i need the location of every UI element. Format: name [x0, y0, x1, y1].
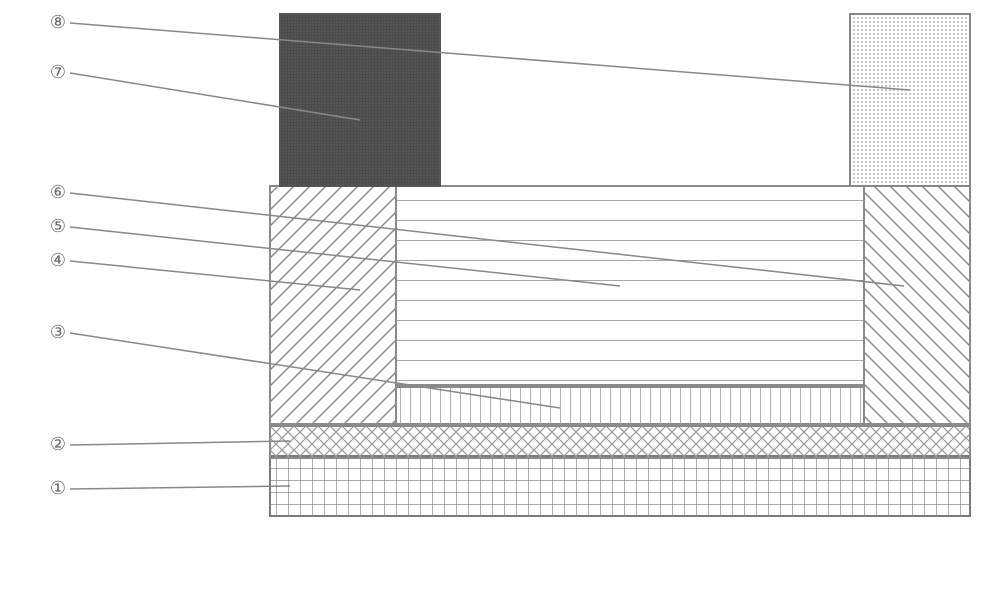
diagram-svg — [0, 0, 1000, 602]
callout-label-8: ⑧ — [36, 12, 66, 33]
layer-top-right-cap — [850, 14, 970, 186]
callout-label-2: ② — [36, 434, 66, 455]
layer-top-left-cap — [280, 14, 440, 186]
layer-left-pillar — [270, 186, 396, 426]
callout-label-7: ⑦ — [36, 62, 66, 83]
callout-label-1: ① — [36, 478, 66, 499]
layer-right-pillar — [864, 186, 970, 426]
layer-mid-block — [396, 186, 864, 387]
callout-label-6: ⑥ — [36, 182, 66, 203]
callout-label-5: ③ — [36, 322, 66, 343]
layer-channel — [396, 385, 864, 426]
callout-label-4: ⑤ — [36, 216, 66, 237]
callout-label-3: ④ — [36, 250, 66, 271]
layer-substrate — [270, 456, 970, 516]
figure-container: ⑧ ⑦ ⑥ ⑤ ④ ③ ② ① — [0, 0, 1000, 602]
layer-buffer — [270, 424, 970, 458]
